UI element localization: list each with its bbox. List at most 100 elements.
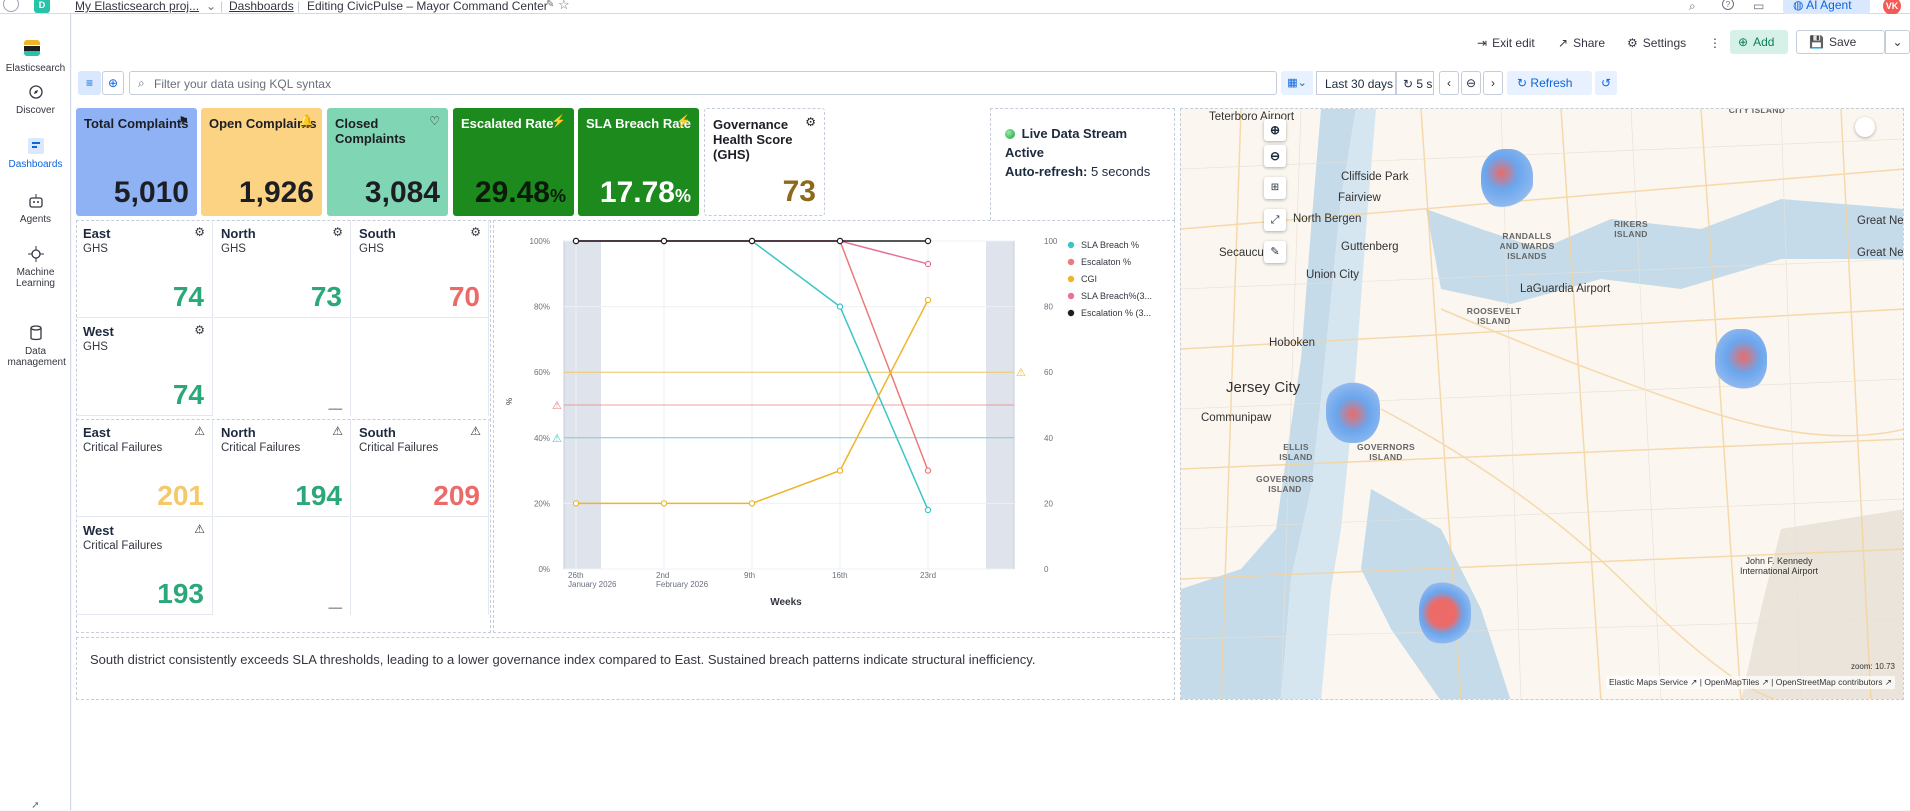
interval-label: 5 s xyxy=(1416,77,1433,91)
search-icon: ⌕ xyxy=(138,76,145,90)
legend-label[interactable]: Escalation % (3... xyxy=(1081,308,1151,318)
add-filter-icon[interactable]: ⊕ xyxy=(102,71,124,95)
data-point[interactable] xyxy=(660,500,668,507)
step-back-icon[interactable]: ‹ xyxy=(1439,71,1459,95)
zoom-in-icon[interactable]: ⊕ xyxy=(1264,119,1286,141)
kpi-title: Governance Health Score (GHS) xyxy=(713,117,793,162)
data-point[interactable] xyxy=(572,237,580,245)
plus-circle-icon: ⊕ xyxy=(1738,35,1749,49)
legend-swatch xyxy=(1067,241,1075,249)
map-cluster[interactable] xyxy=(1481,149,1533,209)
loading-indicator xyxy=(3,0,19,12)
map-cluster[interactable] xyxy=(1715,329,1767,391)
gear-icon: ⚙ xyxy=(194,225,205,239)
elasticsearch-logo[interactable] xyxy=(24,40,40,56)
nav-dashboards[interactable]: Dashboards xyxy=(0,137,71,170)
nav-discover[interactable]: Discover xyxy=(0,83,71,116)
warning-icon: ⚠ xyxy=(552,400,562,412)
edit-title-icon[interactable]: ✎ xyxy=(546,0,555,10)
kpi-title: Total Complaints xyxy=(84,116,189,131)
settings-button[interactable]: ⚙ Settings xyxy=(1627,36,1686,50)
kql-placeholder: Filter your data using KQL syntax xyxy=(154,77,331,91)
data-point[interactable] xyxy=(924,296,932,304)
refresh-button[interactable]: ↻ Refresh xyxy=(1507,71,1592,95)
exit-edit-button[interactable]: ⇥ Exit edit xyxy=(1477,36,1535,50)
nav-machine-learning[interactable]: Machine Learning xyxy=(0,245,71,289)
exit-edit-label: Exit edit xyxy=(1492,36,1535,50)
kql-search-input[interactable]: ⌕ Filter your data using KQL syntax xyxy=(129,71,1277,95)
kpi-title: Closed Complaints xyxy=(335,116,406,146)
zoom-out-icon[interactable]: ⊖ xyxy=(1461,71,1481,95)
left-tick-label: 40% xyxy=(534,434,550,443)
y-axis-title: % xyxy=(505,398,514,405)
breadcrumb-dashboards[interactable]: Dashboards xyxy=(229,0,294,13)
x-axis-title: Weeks xyxy=(770,597,802,608)
map-cluster[interactable] xyxy=(1326,379,1380,443)
legend-label[interactable]: CGI xyxy=(1081,274,1097,284)
add-button[interactable]: ⊕ Add xyxy=(1730,30,1788,54)
filter-icon[interactable]: ≡ xyxy=(78,71,101,95)
data-point[interactable] xyxy=(572,500,580,507)
map-cluster[interactable] xyxy=(1419,581,1471,645)
ai-agent-button[interactable]: ◍ AI Agent xyxy=(1783,0,1870,14)
space-avatar[interactable]: D xyxy=(34,0,50,13)
attribution-osm[interactable]: OpenStreetMap contributors xyxy=(1775,677,1883,687)
bolt-icon: ⚡ xyxy=(551,114,566,128)
data-point[interactable] xyxy=(924,467,932,474)
map-island-label: RIKERS ISLAND xyxy=(1614,219,1648,239)
zoom-out-icon[interactable]: ⊖ xyxy=(1264,145,1286,167)
attribution-openmaptiles[interactable]: OpenMapTiles xyxy=(1704,677,1760,687)
region-subtitle: Critical Failures xyxy=(83,540,163,552)
legend-label[interactable]: SLA Breach % xyxy=(1081,240,1139,250)
data-point[interactable] xyxy=(836,303,844,310)
date-range-picker[interactable]: Last 30 days xyxy=(1316,71,1396,95)
nav-agents[interactable]: Agents xyxy=(0,192,71,225)
favorite-star-icon[interactable]: ☆ xyxy=(558,0,570,12)
user-avatar[interactable]: VK xyxy=(1883,0,1901,15)
rocket-icon[interactable]: ➚ xyxy=(31,800,40,811)
data-point[interactable] xyxy=(836,237,844,245)
auto-refresh-toggle-icon[interactable]: ↺ xyxy=(1595,71,1617,95)
tools-icon[interactable]: ✎ xyxy=(1264,241,1286,263)
breadcrumb-separator: | xyxy=(220,0,224,13)
legend-label[interactable]: Escalaton % xyxy=(1081,257,1131,267)
share-button[interactable]: ↗ Share xyxy=(1558,36,1605,50)
step-forward-icon[interactable]: › xyxy=(1483,71,1503,95)
auto-refresh-label: Auto-refresh: xyxy=(1005,164,1088,179)
data-point[interactable] xyxy=(748,500,756,507)
kpi-suffix: % xyxy=(549,186,566,206)
x-tick-label: February 2026 xyxy=(656,580,709,589)
legend-label[interactable]: SLA Breach%(3... xyxy=(1081,291,1152,301)
data-point[interactable] xyxy=(836,467,844,474)
save-button[interactable]: 💾 Save xyxy=(1796,30,1885,54)
data-point[interactable] xyxy=(660,237,668,245)
attribution-elastic[interactable]: Elastic Maps Service xyxy=(1609,677,1688,687)
auto-refresh-interval[interactable]: ↻ 5 s xyxy=(1396,71,1434,95)
kpi-number: 5,010 xyxy=(113,176,189,209)
data-point[interactable] xyxy=(924,237,932,245)
chat-icon[interactable]: ▭ xyxy=(1753,0,1765,13)
nav-agents-label: Agents xyxy=(19,214,52,225)
calendar-icon[interactable]: ▦⌄ xyxy=(1281,71,1313,95)
warning-icon: ⚠ xyxy=(194,424,205,438)
kpi-number: 17.78 xyxy=(599,176,675,209)
breadcrumb-project[interactable]: My Elasticsearch proj... xyxy=(75,0,200,13)
data-point[interactable] xyxy=(924,260,932,268)
kpi-number: 1,926 xyxy=(238,176,314,209)
chevron-down-icon[interactable]: ⌄ xyxy=(206,0,217,13)
fullscreen-icon[interactable]: ⤢ xyxy=(1264,209,1286,231)
region-value: 193 xyxy=(157,578,204,609)
region-name: North xyxy=(221,226,256,241)
data-point[interactable] xyxy=(924,506,932,514)
draw-bounds-icon[interactable]: ⊞ xyxy=(1264,177,1286,199)
kpi-suffix: % xyxy=(674,186,691,206)
search-icon[interactable]: ⌕ xyxy=(1689,0,1696,13)
insight-panel: South district consistently exceeds SLA … xyxy=(76,637,1175,700)
kpi-card: SLA Breach Rate 17.78% ⚡ xyxy=(578,108,699,216)
more-options-icon[interactable]: ⋮ xyxy=(1709,36,1721,50)
save-options-chevron-icon[interactable]: ⌄ xyxy=(1885,30,1910,54)
nav-dashboards-label: Dashboards xyxy=(8,159,63,170)
nav-data-management[interactable]: Data management xyxy=(0,324,71,368)
data-point[interactable] xyxy=(748,237,756,245)
help-icon[interactable]: ? xyxy=(1722,0,1734,10)
